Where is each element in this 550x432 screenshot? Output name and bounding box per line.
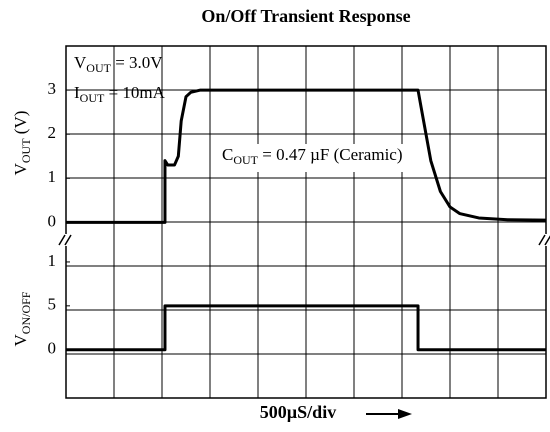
x-label: 500µS/div (260, 402, 336, 422)
y-tick-label: 0 (48, 211, 57, 230)
label-base: V (74, 53, 87, 72)
break-mark (58, 234, 72, 246)
y-tick-label: 2 (48, 123, 57, 142)
annotation-bg (218, 144, 410, 172)
label-sub: OUT (80, 91, 105, 105)
label-rest: = 10mA (104, 83, 165, 102)
label-sub: ON/OFF (19, 291, 33, 334)
annotation: IOUT = 10mA (74, 83, 166, 105)
break-gap (539, 234, 550, 246)
label-sub: OUT (86, 61, 111, 75)
y-tick-label: 3 (48, 79, 57, 98)
label-rest: (V) (11, 111, 30, 139)
label-base: V (11, 162, 30, 175)
y-tick-label: 1 (48, 251, 57, 270)
label: VOUT (V) (11, 111, 33, 176)
label-base: V (11, 333, 30, 346)
chart-title: On/Off Transient Response (201, 6, 410, 26)
y-tick-label: 1 (48, 167, 57, 186)
arrow-head (398, 409, 412, 419)
label-rest: = 0.47 µF (Ceramic) (258, 145, 403, 164)
label-base: I (74, 83, 80, 102)
x-axis-label: 500µS/div (260, 402, 412, 422)
label-rest: = 3.0V (111, 53, 163, 72)
series-line (66, 88, 547, 224)
break-mark (538, 234, 550, 246)
label-sub: OUT (233, 153, 258, 167)
annotation: COUT = 0.47 µF (Ceramic) (222, 145, 403, 167)
y-tick-label: 5 (48, 295, 57, 314)
label-sub: OUT (19, 138, 33, 163)
label-base: C (222, 145, 233, 164)
series-line (66, 304, 546, 352)
annotation: VOUT = 3.0V (74, 53, 163, 75)
y-tick-label: 0 (48, 339, 57, 358)
label: VON/OFF (11, 291, 33, 346)
